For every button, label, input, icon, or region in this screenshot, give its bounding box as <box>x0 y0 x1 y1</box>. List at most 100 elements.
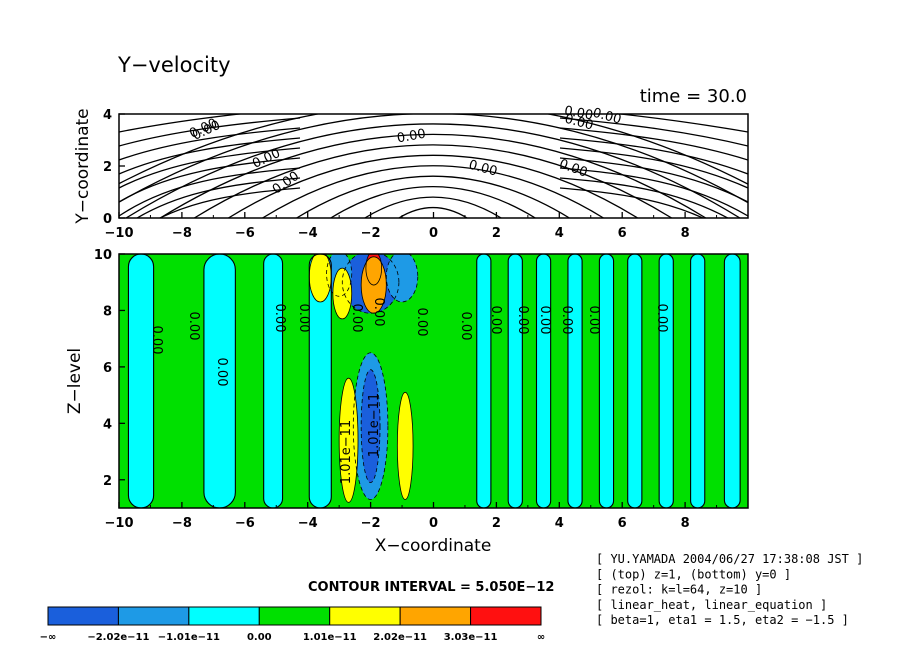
top-contour-line <box>559 147 748 189</box>
bot-contour-label: 0.00 <box>296 304 311 333</box>
top-contour-label: 0.00 <box>467 158 499 180</box>
colorbar-label: ∞ <box>537 632 545 643</box>
top-x-tick-label: −6 <box>235 226 255 241</box>
negative-cell <box>476 254 491 508</box>
info-line: [ linear_heat, linear_equation ] <box>596 598 827 612</box>
top-contour-line <box>559 187 705 218</box>
bot-x-tick-label: 4 <box>555 516 564 531</box>
top-contour-line <box>158 187 301 218</box>
top-contour-line <box>119 114 246 133</box>
shaded-cell <box>397 392 414 500</box>
top-contour-line <box>559 137 748 175</box>
colorbar-label: −2.02e−11 <box>87 632 149 643</box>
negative-cell <box>599 254 614 508</box>
level-contour <box>396 391 414 500</box>
level-contour <box>338 377 359 503</box>
x-axis-label: X−coordinate <box>375 536 492 556</box>
bot-x-tick-label: −6 <box>235 516 255 531</box>
negative-cell <box>567 254 583 508</box>
bot-contour-label: 0.00 <box>559 306 574 335</box>
top-x-tick-label: −10 <box>105 226 134 241</box>
level-contour <box>360 256 387 314</box>
bot-contour-label: 0.00 <box>186 312 201 341</box>
time-label: time = 30.0 <box>640 86 747 107</box>
colorbar-swatch <box>117 606 190 626</box>
top-contour-label: 0.00 <box>563 112 595 134</box>
colorbar-label: 3.03e−11 <box>444 632 498 643</box>
level-contour <box>352 352 389 500</box>
top-contour-line <box>559 157 748 203</box>
shaded-cell <box>361 369 381 483</box>
bot-contour-label: 0.00 <box>488 306 503 335</box>
zero-contour <box>507 254 523 508</box>
bot-x-tick-label: −8 <box>172 516 192 531</box>
bot-contour-label: 0.00 <box>458 312 473 341</box>
negative-cell <box>659 254 674 508</box>
top-y-axis-label: Y−coordinate <box>73 108 93 224</box>
colorbar-swatch <box>258 606 331 626</box>
colorbar-swatch <box>470 606 542 626</box>
top-contour-line <box>119 127 301 161</box>
colorbar-swatch <box>329 606 401 626</box>
top-contour-line <box>125 123 741 218</box>
top-contour-line <box>559 117 748 147</box>
level-contour <box>385 254 419 303</box>
top-x-tick-label: −4 <box>298 226 318 241</box>
zero-contour <box>535 254 552 508</box>
negative-cell <box>724 254 741 508</box>
level-contour <box>308 254 332 303</box>
bot-contour-label: 0.00 <box>371 298 386 327</box>
negative-cell <box>508 254 523 508</box>
chart-title: Y−velocity <box>117 53 231 77</box>
zero-contour <box>627 254 643 508</box>
bot-contour-label: 0.00 <box>515 306 530 335</box>
bot-y-tick-label: 4 <box>103 417 112 432</box>
negative-cell <box>128 254 154 508</box>
colorbar-label: 2.02e−11 <box>373 632 427 643</box>
zero-contour <box>690 254 706 508</box>
bot-y-tick-label: 8 <box>103 304 112 319</box>
bot-x-tick-label: −10 <box>105 516 134 531</box>
level-contour <box>332 267 353 320</box>
negative-cell <box>309 254 332 508</box>
bot-contour-label: 0.00 <box>414 308 429 337</box>
top-contour-line <box>119 147 301 189</box>
top-x-tick-label: 0 <box>429 226 438 241</box>
bot-contour-label: 0.00 <box>272 304 287 333</box>
top-contour-line <box>364 196 502 218</box>
level-contour <box>326 254 353 297</box>
info-line: [ beta=1, eta1 = 1.5, eta2 = −1.5 ] <box>596 613 849 627</box>
level-contour <box>341 254 400 314</box>
negative-cell <box>690 254 705 508</box>
top-contour-line <box>119 114 748 204</box>
bot-x-tick-label: −2 <box>361 516 381 531</box>
zero-contour <box>658 254 674 508</box>
negative-cell <box>263 254 283 508</box>
top-y-tick-label: 0 <box>103 212 112 227</box>
bot-x-tick-label: 0 <box>429 516 438 531</box>
bot-contour-label: 0.00 <box>537 306 552 335</box>
bot-x-tick-label: −4 <box>298 516 318 531</box>
top-contour-line <box>119 137 301 175</box>
top-contour-line <box>228 154 638 218</box>
shaded-cell <box>332 268 352 319</box>
bot-contour-label: 0.00 <box>149 326 164 355</box>
level-contour <box>360 369 381 484</box>
bottom-y-axis-label: Z−level <box>65 348 85 414</box>
colorbar <box>47 606 542 626</box>
level-contour <box>365 254 383 286</box>
zero-contour <box>723 254 741 508</box>
bot-contour-label: 1.01e−11 <box>339 420 354 484</box>
top-x-tick-label: 2 <box>492 226 501 241</box>
shaded-cell <box>386 254 418 302</box>
bot-contour-label: 1.01e−11 <box>367 393 382 457</box>
colorbar-swatch <box>399 606 472 626</box>
info-line: [ (top) z=1, (bottom) y=0 ] <box>596 567 791 581</box>
top-contour-line <box>398 207 468 218</box>
zero-contour <box>308 254 332 508</box>
colorbar-label: −∞ <box>40 632 57 643</box>
negative-cell <box>203 254 236 508</box>
colorbar-label: −1.01e−11 <box>158 632 220 643</box>
zero-contour <box>567 254 583 508</box>
